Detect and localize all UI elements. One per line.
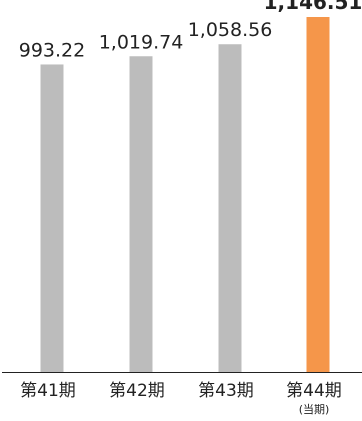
category-label-4: 第44期: [286, 381, 342, 401]
bar-4: [306, 17, 330, 372]
value-labels-group: 993.22 1,019.741,058.56 1,146.51: [19, 0, 362, 61]
category-label-2: 第42期: [109, 381, 165, 401]
bar-3: [218, 44, 242, 373]
value-label-1: 993.22: [19, 39, 85, 61]
category-label-1: 第41期: [20, 381, 76, 401]
bars-group: [40, 17, 330, 373]
value-label-4: 1,146.51: [264, 0, 362, 14]
category-note-4: (当期): [299, 402, 330, 416]
bar-1: [40, 64, 64, 373]
category-labels-group: 第41期 第42期 第43期 第44期(当期): [20, 381, 342, 416]
bar-2: [129, 56, 153, 372]
category-label-3: 第43期: [198, 381, 254, 401]
value-label-2: 1,019.74: [99, 31, 184, 53]
value-label-3: 1,058.56: [188, 19, 273, 41]
